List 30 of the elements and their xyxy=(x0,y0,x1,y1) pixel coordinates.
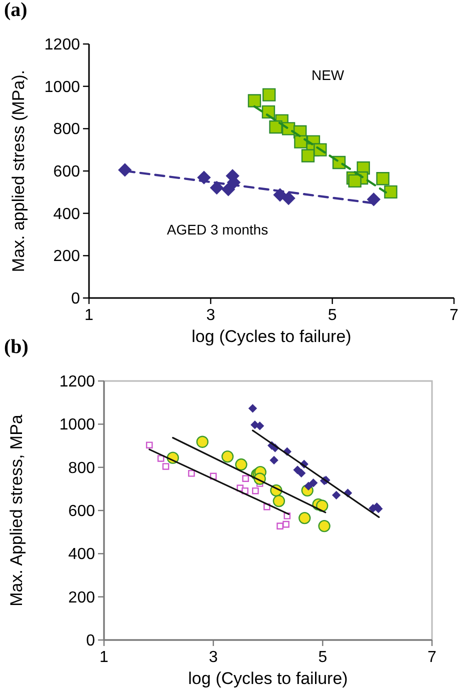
series-label: AGED 3 months xyxy=(166,221,268,238)
y-tick-label: 600 xyxy=(53,164,80,180)
y-tick-label: 0 xyxy=(71,290,80,308)
y-tick-label: 200 xyxy=(68,589,96,606)
x-tick-label: 1 xyxy=(84,307,94,324)
y-tick-label: 400 xyxy=(53,206,80,223)
y-tick-label: 600 xyxy=(68,503,96,520)
y-tick-label: 1200 xyxy=(44,36,80,54)
y-tick-label: 1000 xyxy=(44,78,80,96)
y-tick-label: 800 xyxy=(68,460,96,477)
chart-title: (a) xyxy=(4,0,28,21)
y-axis-title: Max. applied stress (MPa). xyxy=(9,70,28,272)
x-tick-label: 3 xyxy=(206,307,216,324)
y-tick-label: 1200 xyxy=(59,374,96,390)
y-axis-title: Max. Applied stress, MPa xyxy=(7,414,26,606)
x-axis-title: log (Cycles to failure) xyxy=(188,669,348,688)
x-tick-label: 5 xyxy=(318,649,328,666)
x-tick-label: 1 xyxy=(100,649,109,666)
y-tick-label: 200 xyxy=(53,248,80,266)
x-tick-label: 7 xyxy=(450,307,459,324)
y-tick-label: 800 xyxy=(53,121,80,138)
x-tick-label: 5 xyxy=(328,307,337,324)
chart-title: (b) xyxy=(4,336,28,358)
y-tick-label: 400 xyxy=(68,546,96,564)
x-tick-label: 3 xyxy=(208,649,218,666)
x-tick-label: 7 xyxy=(428,649,437,666)
x-axis-title: log (Cycles to failure) xyxy=(192,327,352,346)
text: NEW xyxy=(311,66,345,83)
y-tick-label: 1000 xyxy=(59,416,96,434)
y-tick-label: 0 xyxy=(86,632,96,650)
